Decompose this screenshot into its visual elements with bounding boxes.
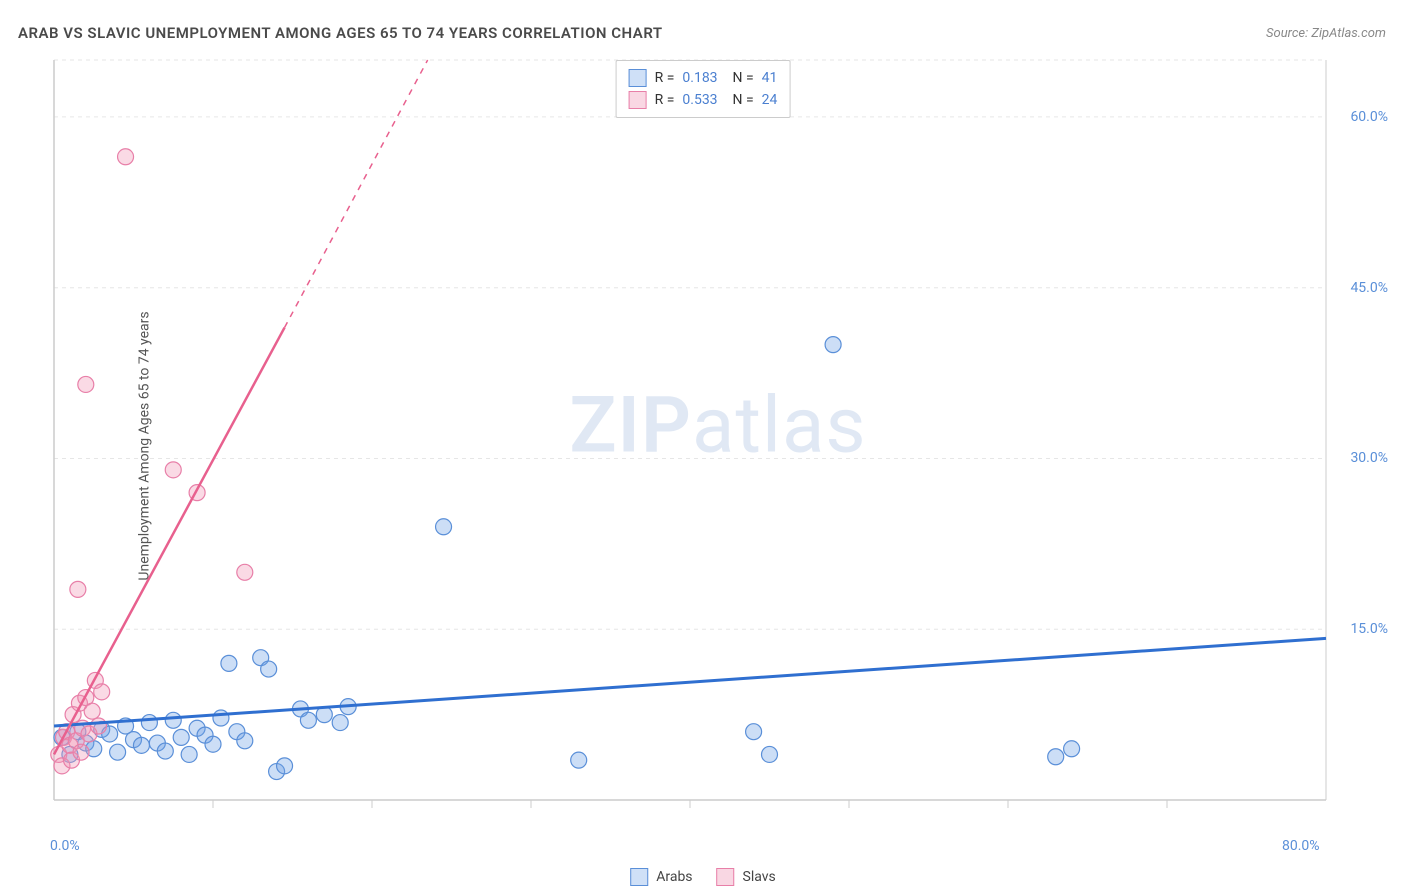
chart-title: ARAB VS SLAVIC UNEMPLOYMENT AMONG AGES 6… [18, 24, 663, 42]
x-tick-label: 0.0% [50, 838, 80, 854]
plot-svg [50, 56, 1386, 826]
legend-label-slavs: Slavs [743, 869, 776, 885]
legend-swatch-slavs [717, 868, 735, 886]
legend-n-value-arabs: 41 [762, 70, 778, 86]
legend-n-value-slavs: 24 [762, 92, 778, 108]
y-tick-label: 30.0% [1350, 450, 1388, 466]
legend-item-arabs: Arabs [630, 868, 692, 886]
source-attribution: Source: ZipAtlas.com [1266, 26, 1386, 41]
legend-n-label: N = [726, 70, 754, 86]
series-legend: Arabs Slavs [630, 868, 776, 886]
chart-container: ARAB VS SLAVIC UNEMPLOYMENT AMONG AGES 6… [0, 0, 1406, 892]
legend-r-value-arabs: 0.183 [682, 70, 717, 86]
legend-row-arabs: R = 0.183 N = 41 [629, 67, 778, 89]
y-tick-label: 60.0% [1350, 109, 1388, 125]
y-tick-label: 45.0% [1350, 280, 1388, 296]
legend-row-slavs: R = 0.533 N = 24 [629, 89, 778, 111]
x-tick-label: 80.0% [1282, 838, 1320, 854]
y-tick-label: 15.0% [1350, 621, 1388, 637]
correlation-legend: R = 0.183 N = 41 R = 0.533 N = 24 [616, 60, 791, 118]
legend-swatch-arabs [629, 69, 647, 87]
legend-n-label: N = [726, 92, 754, 108]
legend-r-label: R = [655, 92, 675, 108]
legend-r-value-slavs: 0.533 [682, 92, 717, 108]
legend-swatch-arabs [630, 868, 648, 886]
plot-area: ZIPatlas 15.0%30.0%45.0%60.0%0.0%80.0% [50, 56, 1386, 826]
legend-item-slavs: Slavs [717, 868, 776, 886]
legend-r-label: R = [655, 70, 675, 86]
legend-swatch-slavs [629, 91, 647, 109]
legend-label-arabs: Arabs [656, 869, 692, 885]
